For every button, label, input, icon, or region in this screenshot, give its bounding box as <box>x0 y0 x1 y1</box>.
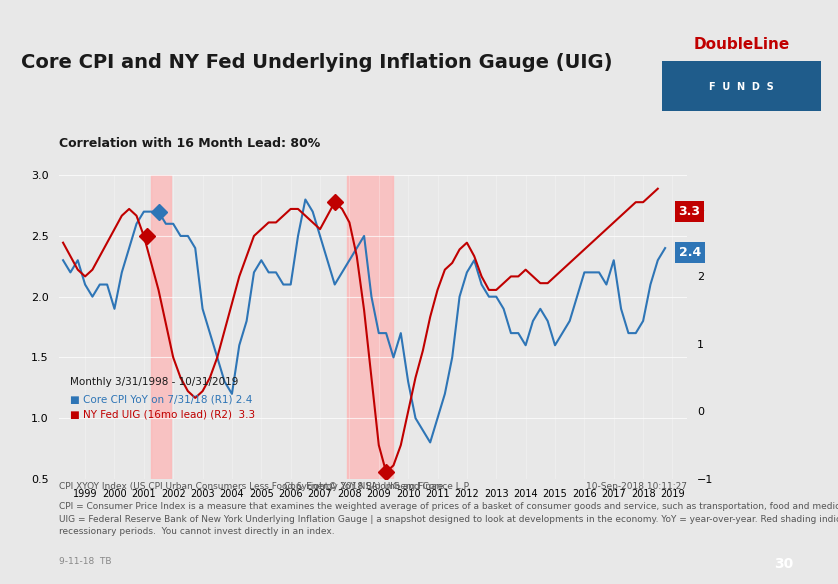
Text: Monthly 3/31/1998 - 10/31/2019: Monthly 3/31/1998 - 10/31/2019 <box>70 377 238 387</box>
Text: 9-11-18  TB: 9-11-18 TB <box>59 558 111 566</box>
FancyBboxPatch shape <box>662 61 821 111</box>
Text: CPI XYOY Index (US CPI Urban Consumers Less Food & Energy YoY NSA) UIG and Core: CPI XYOY Index (US CPI Urban Consumers L… <box>59 482 443 491</box>
Text: 10-Sep-2018 10:11:27: 10-Sep-2018 10:11:27 <box>586 482 687 491</box>
Text: Copyright© 2018 Bloomberg Finance L.P.: Copyright© 2018 Bloomberg Finance L.P. <box>284 482 470 491</box>
Text: Correlation with 16 Month Lead: 80%: Correlation with 16 Month Lead: 80% <box>59 137 320 150</box>
Text: ■ NY Fed UIG (16mo lead) (R2)  3.3: ■ NY Fed UIG (16mo lead) (R2) 3.3 <box>70 410 255 420</box>
Bar <box>151 175 171 479</box>
Text: 2.4: 2.4 <box>679 246 701 259</box>
Text: F  U  N  D  S: F U N D S <box>709 82 774 92</box>
Text: ■ Core CPI YoY on 7/31/18 (R1) 2.4: ■ Core CPI YoY on 7/31/18 (R1) 2.4 <box>70 394 252 404</box>
Text: Core CPI and NY Fed Underlying Inflation Gauge (UIG): Core CPI and NY Fed Underlying Inflation… <box>21 53 613 72</box>
Text: CPI = Consumer Price Index is a measure that examines the weighted average of pr: CPI = Consumer Price Index is a measure … <box>59 502 838 536</box>
Text: 30: 30 <box>774 557 793 571</box>
Text: 3.3: 3.3 <box>679 205 701 218</box>
Text: DoubleLine: DoubleLine <box>694 37 789 52</box>
Bar <box>347 175 394 479</box>
